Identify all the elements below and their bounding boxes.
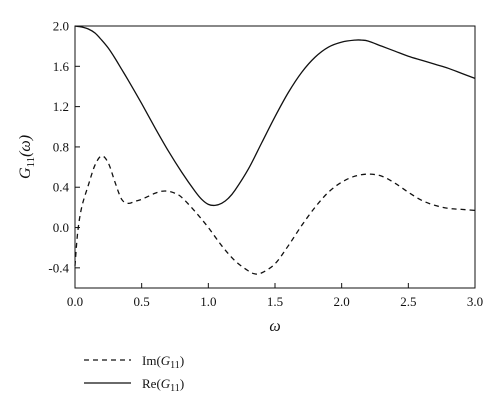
x-axis-ticks: 0.0 0.5 1.0 1.5 2.0 2.5 3.0 <box>67 283 483 309</box>
series-layer <box>74 25 476 275</box>
plot-frame <box>74 25 476 289</box>
y-tick-label: 2.0 <box>53 19 69 34</box>
x-tick-label: 0.0 <box>67 294 83 309</box>
x-tick-label: 2.0 <box>334 294 350 309</box>
x-tick-label: 1.0 <box>200 294 216 309</box>
y-tick-label: 0.8 <box>53 139 69 154</box>
x-tick-label: 3.0 <box>467 294 483 309</box>
y-tick-label: -0.4 <box>48 260 69 275</box>
x-tick-label: 1.5 <box>267 294 283 309</box>
x-axis-title: ω <box>269 318 280 335</box>
y-tick-label: 1.6 <box>53 59 70 74</box>
y-tick-label: 0.0 <box>53 220 69 235</box>
x-tick-label: 0.5 <box>134 294 150 309</box>
legend-label-re: Re(G11) <box>142 376 184 394</box>
x-tick-label: 2.5 <box>400 294 416 309</box>
y-tick-label: 0.4 <box>53 180 70 195</box>
y-tick-label: 1.2 <box>53 99 69 114</box>
y-axis-ticks: -0.4 0.0 0.4 0.8 1.2 1.6 2.0 <box>48 19 80 275</box>
legend: Im(G11) Re(G11) <box>84 353 184 394</box>
series-line-im-g11 <box>74 155 476 275</box>
y-axis-title: G11(ω) <box>17 135 37 179</box>
series-line-re-g11 <box>74 25 476 207</box>
legend-label-im: Im(G11) <box>142 353 184 371</box>
